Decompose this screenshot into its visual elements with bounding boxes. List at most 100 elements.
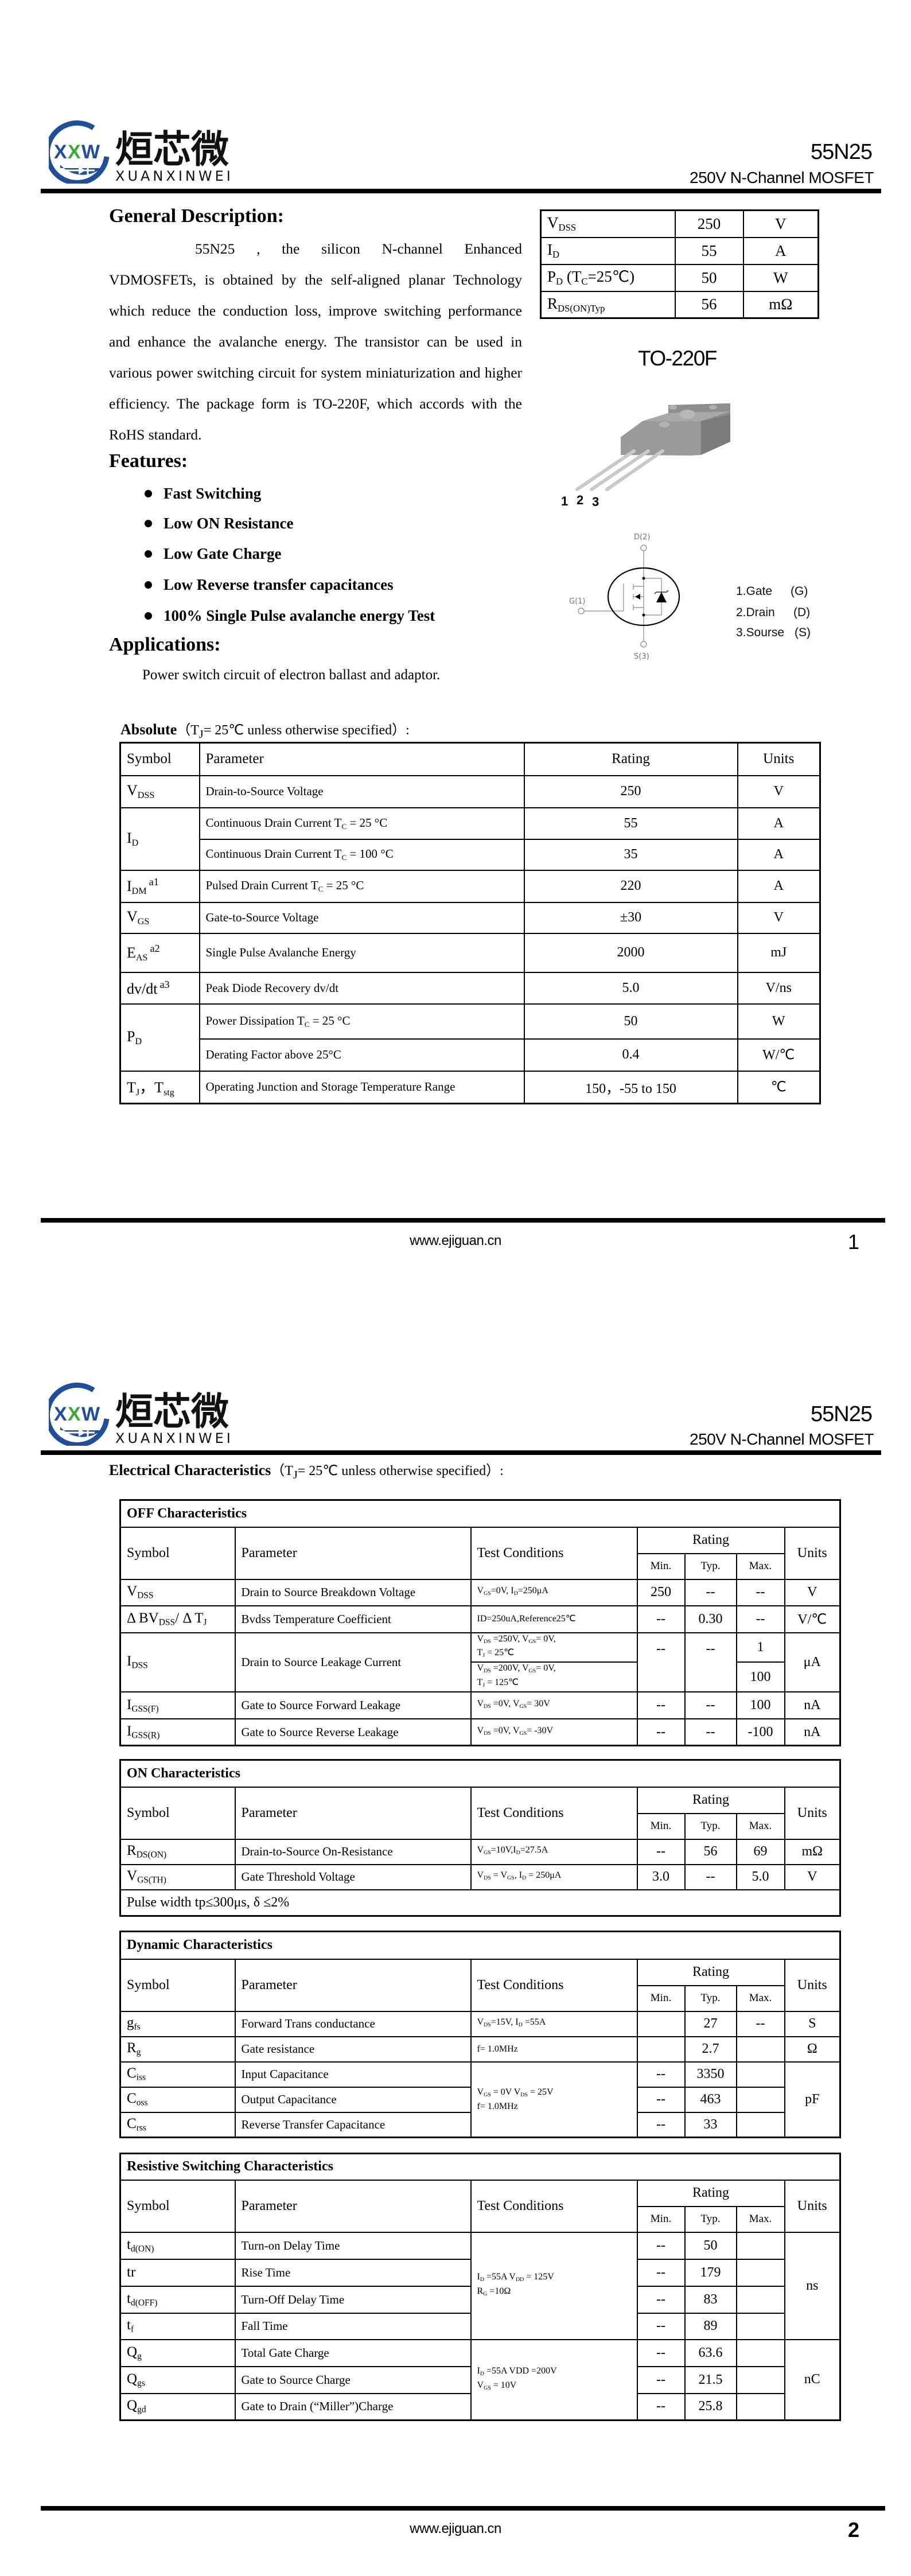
text: = 25V xyxy=(527,2087,554,2097)
absolute-ratings-table: Symbol Parameter Rating Units VDSS Drain-to-S… xyxy=(119,742,821,1104)
text: P xyxy=(547,267,556,285)
table-cell: Pulsed Drain Current TC = 25 °C xyxy=(198,869,525,903)
column-header: Parameter xyxy=(234,1958,472,2012)
table-row: td(OFF) Turn-Off Delay Time -- 83 xyxy=(119,2285,840,2314)
text: = 30V xyxy=(527,1699,550,1709)
table-cell: Power Dissipation TC = 25 °C xyxy=(198,1003,525,1040)
text: = 25 °C xyxy=(323,878,364,893)
applications-text: Power switch circuit of electron ballast… xyxy=(142,667,441,683)
table-row: RDS(ON) Drain-to-Source On-Resistance VGS=… xyxy=(119,1838,841,1865)
table-cell: tf xyxy=(119,2312,236,2340)
text: V xyxy=(477,2087,484,2097)
text: =55A xyxy=(522,2017,546,2028)
pin-legend: 1.Gate (G) 2.Drain (D) 3.Sourse (S) xyxy=(736,585,811,639)
column-header: Units xyxy=(784,1526,841,1580)
text: Δ BV xyxy=(127,1610,159,1626)
table-cell: VGS xyxy=(119,901,200,934)
column-header: Typ. xyxy=(684,1552,737,1580)
spec-symbol: ID xyxy=(540,236,676,265)
text: =55A VDD =200V xyxy=(484,2365,557,2376)
bullet-icon xyxy=(145,519,152,527)
text: R xyxy=(477,2286,484,2296)
table-cell: Ciss xyxy=(119,2061,236,2088)
table-cell: -- xyxy=(636,1632,686,1693)
subscript: C xyxy=(304,1019,310,1029)
table-cell: ns xyxy=(784,2231,841,2340)
text: = 25℃ unless otherwise specified）: xyxy=(203,723,410,738)
text: T xyxy=(127,1079,136,1096)
table-cell: f= 1.0MHz xyxy=(470,2036,638,2063)
table-cell: VDS = VGS, ID = 250μA xyxy=(470,1863,638,1890)
table-row: VDSS 250 V xyxy=(540,209,819,238)
table-row: Symbol Parameter Test Conditions Rating Unit… xyxy=(119,1786,841,1840)
table-row: Rg Gate resistance f= 1.0MHz 2.7 Ω xyxy=(119,2036,841,2063)
table-cell: 2.7 xyxy=(684,2036,737,2063)
table-row: dv/dt a3 Peak Diode Recovery dv/dt 5.0 V/ns xyxy=(119,971,821,1005)
text: dv/dt xyxy=(127,980,158,997)
column-header: Symbol xyxy=(119,1786,236,1840)
table-row: Qg Total Gate Charge ID =55A VDD =200V VGS … xyxy=(119,2338,841,2421)
table-cell: Qgd xyxy=(119,2392,236,2421)
table-cell: VDS =0V, VGS= -30V xyxy=(470,1718,638,1746)
table-cell: 50 xyxy=(523,1003,738,1040)
text: = 25 °C xyxy=(309,1013,351,1028)
pin-code: (G) xyxy=(791,585,808,598)
table-cell xyxy=(735,2285,785,2314)
text: =10Ω xyxy=(487,2286,511,2296)
table-cell: ID =55A VDD =200V VGS = 10V xyxy=(470,2338,638,2421)
pin-number: 1 xyxy=(561,494,568,508)
table-cell: -- xyxy=(684,1863,737,1890)
table-cell: -- xyxy=(636,2312,686,2340)
column-header: Typ. xyxy=(684,1812,737,1840)
column-header: Test Conditions xyxy=(470,1786,638,1840)
text: I xyxy=(127,1723,132,1739)
table-cell: 0.30 xyxy=(684,1605,737,1633)
subscript: d(OFF) xyxy=(130,2298,158,2308)
table-cell: -- xyxy=(636,1838,686,1865)
subscript: DSS xyxy=(158,1617,176,1628)
table-cell: Ω xyxy=(784,2036,841,2063)
table-row: Symbol Parameter Rating Units xyxy=(119,742,821,776)
subscript: C xyxy=(318,884,324,893)
spec-value: 50 xyxy=(674,263,744,292)
table-row: Symbol Parameter Test Conditions Rating Unit… xyxy=(119,2179,841,2233)
column-header: Min. xyxy=(636,1812,686,1840)
column-header: Symbol xyxy=(119,1526,236,1580)
table-cell xyxy=(636,2036,686,2063)
text: = 10V xyxy=(490,2380,517,2390)
table-cell: Crss xyxy=(119,2111,236,2138)
table-cell: PD xyxy=(119,1003,200,1072)
spec-unit: A xyxy=(742,236,819,265)
table-cell: Derating Factor above 25°C xyxy=(198,1038,525,1072)
column-header: Rating xyxy=(636,1958,785,1986)
table-cell: VGS(TH) xyxy=(119,1863,236,1890)
table-cell: Fall Time xyxy=(234,2312,472,2340)
text: R xyxy=(547,294,558,312)
table-row: Δ BVDSS/ Δ TJ Bvdss Temperature Coefficie… xyxy=(119,1605,841,1633)
column-header: Parameter xyxy=(234,2179,472,2233)
general-description-text: 55N25 , the silicon N-channel Enhanced V… xyxy=(109,240,522,443)
table-cell: nA xyxy=(784,1691,841,1720)
table-row: VDS =200V, VGS= 0V, TJ = 125℃ 100 xyxy=(120,1661,840,1693)
subscript: GS xyxy=(528,1638,536,1645)
table-cell: IDSS xyxy=(119,1632,236,1693)
subscript: DS xyxy=(484,1730,491,1737)
text: V xyxy=(477,1633,484,1644)
spec-value: 55 xyxy=(674,236,744,265)
table-cell: μA xyxy=(784,1632,841,1693)
table-cell: -- xyxy=(636,2111,686,2138)
table-cell: IDMa1 xyxy=(119,869,200,903)
company-logo: X X W 烜芯微 XUANXINWEI xyxy=(49,120,231,184)
text: C xyxy=(127,2115,137,2131)
dynamic-characteristics-table: Dynamic Characteristics Symbol Parameter Te… xyxy=(119,1931,841,2138)
table-cell: nC xyxy=(784,2338,841,2421)
table-cell: ±30 xyxy=(523,901,738,934)
table-cell: -- xyxy=(735,1605,785,1633)
subscript: g xyxy=(136,2047,141,2057)
column-header: Typ. xyxy=(684,2205,737,2233)
spec-value: 56 xyxy=(674,290,744,319)
table-row: VGS Gate-to-Source Voltage ±30 V xyxy=(119,901,821,934)
column-header: Max. xyxy=(735,1812,785,1840)
footer-url: www.ejiguan.cn xyxy=(410,1233,501,1248)
table-cell: Drain to Source Leakage Current xyxy=(234,1632,472,1693)
